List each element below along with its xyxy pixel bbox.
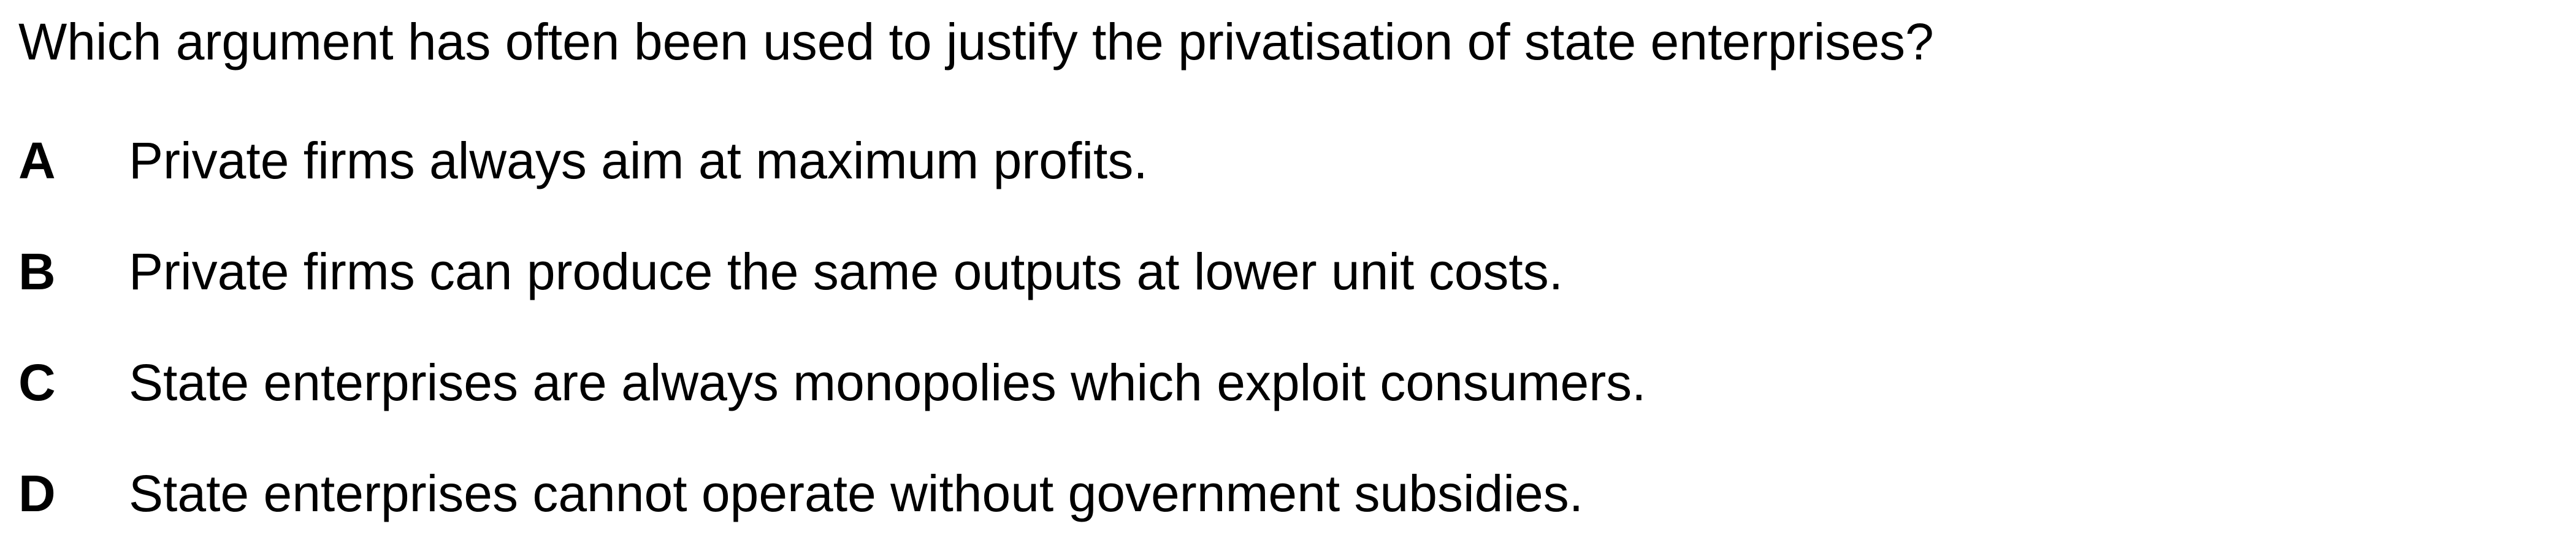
option-text: Private firms can produce the same outpu…	[129, 243, 1564, 300]
option-letter: D	[18, 465, 56, 522]
option-text: State enterprises cannot operate without…	[129, 465, 1584, 522]
question-text: Which argument has often been used to ju…	[18, 13, 1934, 70]
option-letter: C	[18, 354, 56, 411]
option-text: State enterprises are always monopolies …	[129, 354, 1646, 411]
option-letter: A	[18, 132, 56, 189]
option-letter: B	[18, 243, 56, 300]
option-text: Private firms always aim at maximum prof…	[129, 132, 1148, 189]
